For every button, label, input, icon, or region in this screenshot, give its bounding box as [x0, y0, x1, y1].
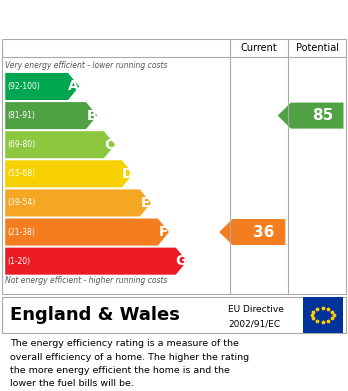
Text: (81-91): (81-91): [8, 111, 35, 120]
Polygon shape: [5, 219, 169, 246]
Bar: [303, 298, 343, 333]
Text: Not energy efficient - higher running costs: Not energy efficient - higher running co…: [5, 276, 168, 285]
Text: England & Wales: England & Wales: [10, 306, 180, 324]
Text: 2002/91/EC: 2002/91/EC: [228, 319, 280, 328]
Text: (21-38): (21-38): [8, 228, 35, 237]
Text: B: B: [86, 109, 97, 123]
Text: The energy efficiency rating is a measure of the
overall efficiency of a home. T: The energy efficiency rating is a measur…: [10, 339, 250, 388]
Polygon shape: [5, 248, 187, 275]
Text: C: C: [104, 138, 115, 152]
Text: (92-100): (92-100): [8, 82, 40, 91]
Polygon shape: [278, 102, 343, 129]
Text: Current: Current: [240, 43, 277, 53]
Text: Potential: Potential: [296, 43, 339, 53]
Text: E: E: [141, 196, 150, 210]
Polygon shape: [5, 189, 151, 217]
Text: F: F: [159, 225, 168, 239]
Text: (55-68): (55-68): [8, 169, 36, 178]
Text: (1-20): (1-20): [8, 256, 31, 265]
Text: 36: 36: [253, 224, 275, 240]
Text: G: G: [176, 254, 187, 268]
Polygon shape: [219, 219, 285, 245]
Polygon shape: [5, 73, 79, 100]
Text: EU Directive: EU Directive: [228, 305, 284, 314]
Text: Very energy efficient - lower running costs: Very energy efficient - lower running co…: [5, 61, 168, 70]
Polygon shape: [5, 102, 97, 129]
Text: (39-54): (39-54): [8, 199, 36, 208]
Text: A: A: [68, 79, 79, 93]
Text: 85: 85: [312, 108, 333, 123]
Text: D: D: [122, 167, 133, 181]
Text: Energy Efficiency Rating: Energy Efficiency Rating: [10, 10, 239, 28]
Text: (69-80): (69-80): [8, 140, 36, 149]
Polygon shape: [5, 160, 133, 187]
Polygon shape: [5, 131, 115, 158]
